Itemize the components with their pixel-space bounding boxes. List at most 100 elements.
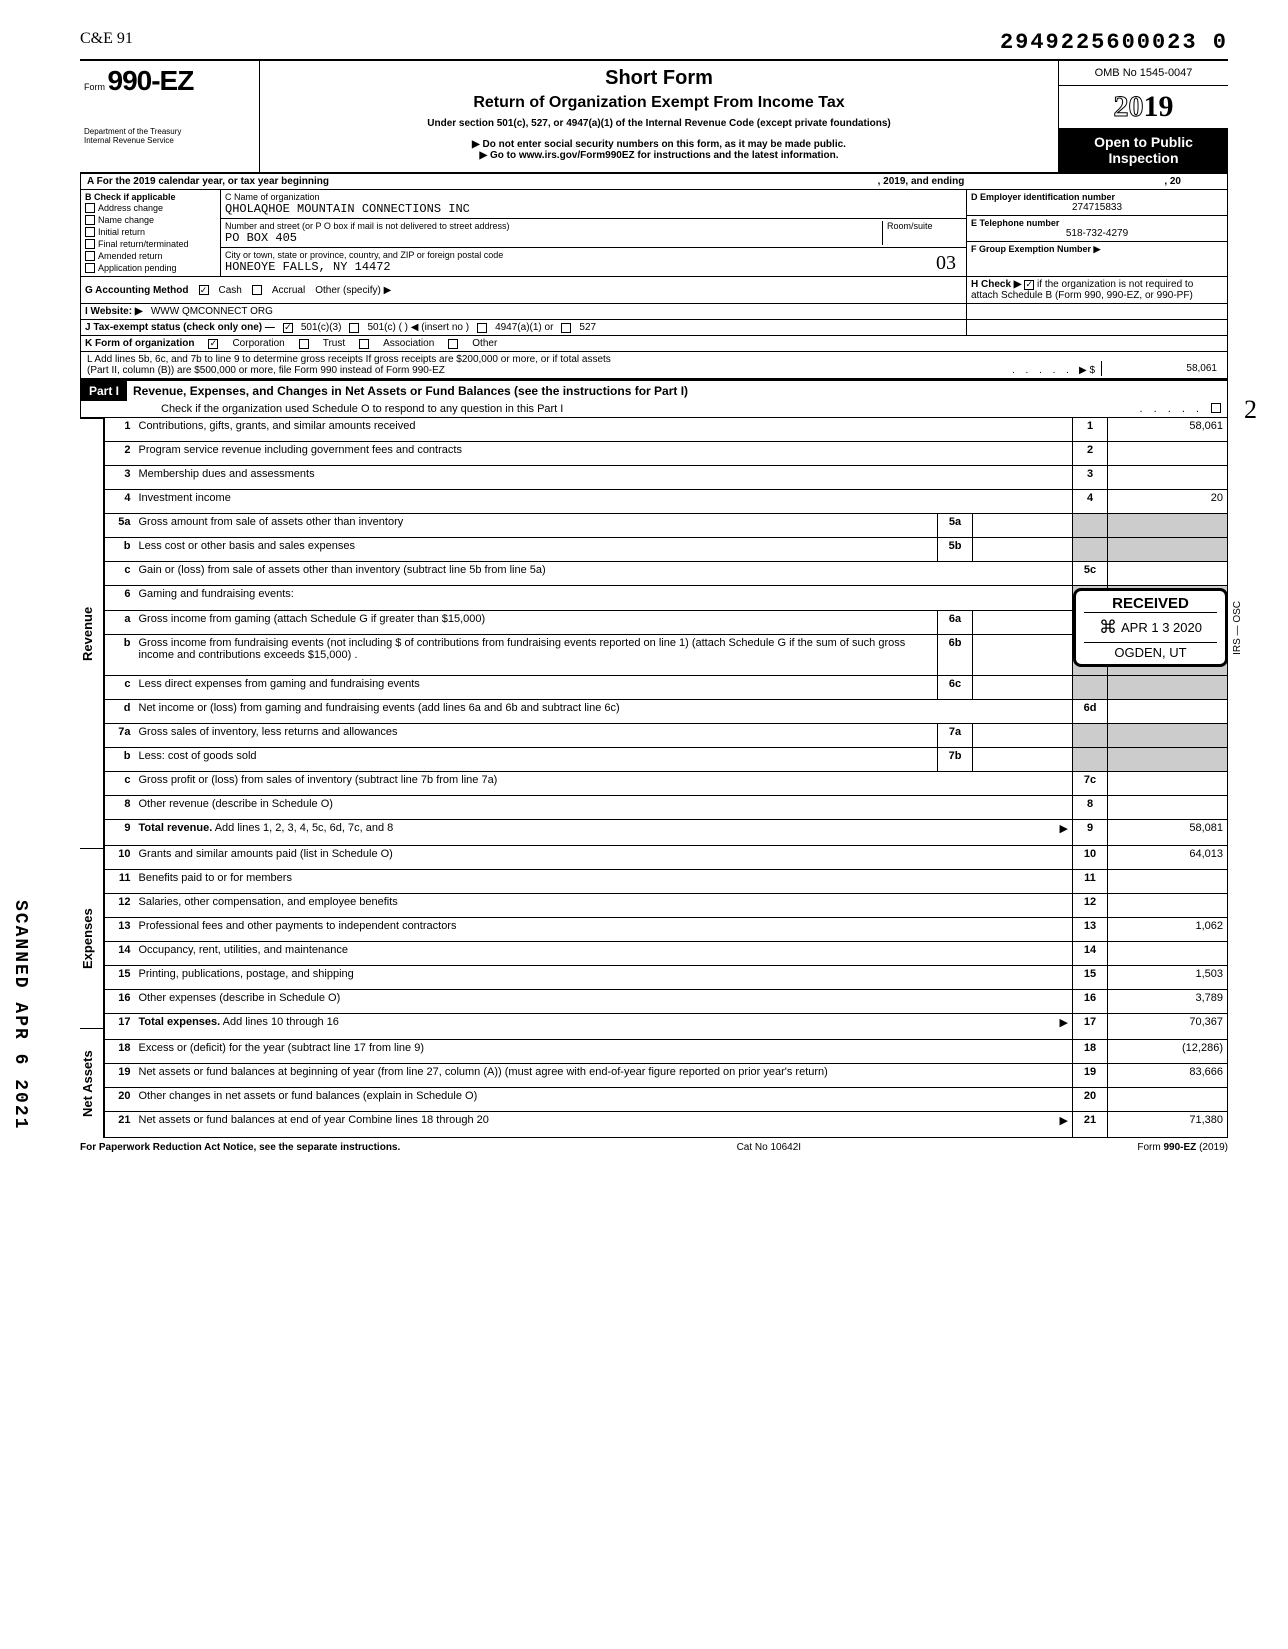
g-label: G Accounting Method [85,285,189,296]
form-prefix: Form [84,82,105,92]
line-row: cLess direct expenses from gaming and fu… [105,675,1228,699]
stamp-date: APR 1 3 2020 [1121,620,1202,635]
c-city-label: City or town, state or province, country… [225,250,962,260]
stamp-icon: ⌘ [1099,617,1117,638]
line-box-no: 13 [1073,918,1108,942]
line-number: 9 [105,820,135,846]
line-desc: Benefits paid to or for members [135,869,1073,893]
line-row: bLess cost or other basis and sales expe… [105,538,1228,562]
line-box-no: 3 [1073,465,1108,489]
c-name-row: C Name of organization QHOLAQHOE MOUNTAI… [221,190,966,219]
cb-501c3[interactable]: ✓ [283,323,293,333]
part1-check-text: Check if the organization used Schedule … [161,403,563,415]
line-val [1108,1088,1228,1112]
line-row: cGain or (loss) from sale of assets othe… [105,562,1228,586]
line-l: L Add lines 5b, 6c, and 7b to line 9 to … [81,352,1227,378]
website: WWW QMCONNECT ORG [151,306,273,317]
line-number: b [105,538,135,562]
outer-val-shaded [1108,723,1228,747]
line-number: 7a [105,723,135,747]
cb-corp[interactable]: ✓ [208,339,218,349]
line-val: 83,666 [1108,1064,1228,1088]
cb-other[interactable] [448,339,458,349]
cb-initial-return[interactable]: Initial return [85,226,216,238]
line-val [1108,796,1228,820]
line-a-end: , 20 [1164,176,1181,187]
cb-address-change[interactable]: Address change [85,202,216,214]
i-label: I Website: ▶ [85,306,143,317]
line-row: 14Occupancy, rent, utilities, and mainte… [105,942,1228,966]
g-cash: Cash [219,285,242,296]
cb-app-pending[interactable]: Application pending [85,262,216,274]
entity-block: A For the 2019 calendar year, or tax yea… [80,174,1228,379]
cb-schedule-o[interactable] [1211,403,1221,413]
line-box-no: 7c [1073,772,1108,796]
cb-4947[interactable] [477,323,487,333]
footer: For Paperwork Reduction Act Notice, see … [80,1138,1228,1153]
cb-501c[interactable] [349,323,359,333]
line-a: A For the 2019 calendar year, or tax yea… [81,174,1227,190]
line-row: 19Net assets or fund balances at beginni… [105,1064,1228,1088]
j-501c3: 501(c)(3) [301,322,342,333]
line-desc: Contributions, gifts, grants, and simila… [135,418,1073,441]
line-row: bLess: cost of goods sold7b [105,748,1228,772]
cb-accrual[interactable] [252,285,262,295]
line-row: 6Gaming and fundraising events: [105,586,1228,610]
cb-h[interactable]: ✓ [1024,280,1034,290]
cb-assoc[interactable] [359,339,369,349]
inner-box-no: 5b [938,538,973,562]
line-number: 12 [105,894,135,918]
note-ssn: ▶ Do not enter social security numbers o… [270,139,1048,150]
handwritten-2: 2 [1244,395,1257,425]
line-number: a [105,610,135,634]
k-other: Other [472,338,497,349]
line-desc: Less: cost of goods sold [135,748,938,772]
line-desc: Occupancy, rent, utilities, and maintena… [135,942,1073,966]
cb-527[interactable] [561,323,571,333]
footer-right: Form 990-EZ (2019) [1137,1142,1228,1153]
line-number: 16 [105,990,135,1014]
title-return: Return of Organization Exempt From Incom… [270,94,1048,112]
line-number: c [105,772,135,796]
line-row: 8Other revenue (describe in Schedule O)8 [105,796,1228,820]
c-addr-label: Number and street (or P O box if mail is… [225,221,882,231]
line-a-start: A For the 2019 calendar year, or tax yea… [87,176,329,187]
outer-box-shaded [1073,538,1108,562]
cb-cash[interactable]: ✓ [199,285,209,295]
line-box-no: 14 [1073,942,1108,966]
line-box-no: 12 [1073,894,1108,918]
line-box-no: 1 [1073,418,1108,441]
line-val: 58,081 [1108,820,1228,846]
dept-treasury: Department of the Treasury [84,127,255,136]
l-val: 58,061 [1101,361,1221,376]
stamp-irs-osc: IRS — OSC [1232,601,1243,655]
part1-check: Check if the organization used Schedule … [80,401,1228,418]
cb-final-return[interactable]: Final return/terminated [85,238,216,250]
omb-no: OMB No 1545-0047 [1059,61,1228,86]
line-val: 58,061 [1108,418,1228,441]
outer-val-shaded [1108,538,1228,562]
line-number: 11 [105,869,135,893]
line-row: 17Total expenses. Add lines 10 through 1… [105,1014,1228,1040]
line-row: 21Net assets or fund balances at end of … [105,1112,1228,1138]
line-val [1108,942,1228,966]
line-desc: Other revenue (describe in Schedule O) [135,796,1073,820]
line-row: 1Contributions, gifts, grants, and simil… [105,418,1228,441]
line-desc: Net assets or fund balances at end of ye… [135,1112,1073,1138]
line-gh: G Accounting Method ✓Cash Accrual Other … [81,277,1227,304]
header-mid: Short Form Return of Organization Exempt… [260,61,1058,172]
inner-box-no: 5a [938,514,973,538]
line-val: 1,503 [1108,966,1228,990]
block-f: F Group Exemption Number ▶ [967,242,1227,257]
line-number: 3 [105,465,135,489]
cb-amended[interactable]: Amended return [85,250,216,262]
header-right: OMB No 1545-0047 2019 Open to Public Ins… [1058,61,1228,172]
line-number: 2 [105,441,135,465]
line-number: 13 [105,918,135,942]
top-row: C&E 91 2949225600023 0 [80,30,1228,55]
cb-trust[interactable] [299,339,309,349]
inner-box-no: 6b [938,634,973,675]
line-i: I Website: ▶ WWW QMCONNECT ORG [81,304,1227,320]
cb-name-change[interactable]: Name change [85,214,216,226]
e-label: E Telephone number [971,218,1223,228]
